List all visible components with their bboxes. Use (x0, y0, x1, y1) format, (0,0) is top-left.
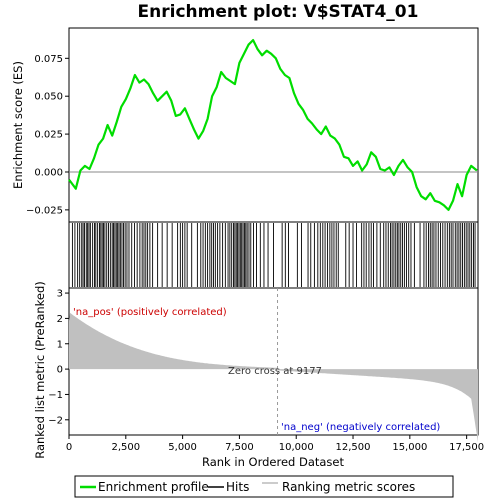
metric-y-tick-label: −2 (48, 415, 63, 426)
x-tick-label: 12,500 (336, 442, 371, 453)
hit-marks (71, 223, 476, 287)
x-tick-label: 0 (66, 442, 72, 453)
x-axis: 0 2,500 5,000 7,500 10,000 12,500 15,000 17,500 (66, 435, 484, 453)
x-tick-label: 7,500 (225, 442, 254, 453)
positive-correlation-label: 'na_pos' (positively correlated) (73, 307, 227, 318)
legend: Enrichment profile Hits Ranking metric s… (74, 475, 454, 498)
enrichment-profile-line (68, 38, 478, 211)
legend-enrichment-label: Enrichment profile (98, 480, 209, 494)
metric-y-tick-label: 3 (57, 289, 63, 300)
es-y-tick-label: 0.050 (34, 92, 63, 103)
metric-y-axis-label: Ranked list metric (PreRanked) (33, 281, 47, 459)
x-tick-label: 2,500 (111, 442, 140, 453)
x-tick-label: 10,000 (279, 442, 314, 453)
legend-metric-label: Ranking metric scores (282, 480, 415, 494)
es-plot-frame (68, 27, 479, 223)
chart-title: Enrichment plot: V$STAT4_01 (138, 2, 419, 22)
metric-panel: −2 −1 0 1 2 3 'na_pos' (positively correlated… (33, 281, 479, 459)
es-y-axis: −0.025 0.000 0.025 0.050 0.075 (26, 54, 69, 216)
legend-hits-label: Hits (226, 480, 249, 494)
negative-correlation-label: 'na_neg' (negatively correlated) (281, 422, 440, 433)
x-tick-label: 17,500 (449, 442, 484, 453)
es-y-axis-label: Enrichment score (ES) (11, 61, 25, 189)
metric-y-tick-label: −1 (48, 390, 63, 401)
x-tick-label: 15,000 (392, 442, 427, 453)
es-y-tick-label: −0.025 (26, 205, 63, 216)
ranking-metric-area (69, 312, 478, 443)
es-y-tick-label: 0.025 (34, 130, 63, 141)
es-y-tick-label: 0.000 (34, 167, 63, 178)
x-tick-label: 5,000 (168, 442, 197, 453)
metric-y-axis: −2 −1 0 1 2 3 (48, 289, 69, 426)
zero-cross-label: Zero cross at 9177 (228, 366, 322, 377)
metric-y-tick-label: 2 (57, 314, 63, 325)
metric-y-tick-label: 0 (57, 365, 63, 376)
x-axis-label: Rank in Ordered Dataset (202, 455, 345, 469)
legend-box (74, 475, 454, 498)
es-panel: −0.025 0.000 0.025 0.050 0.075 Enrichment sc… (11, 27, 479, 223)
es-y-tick-label: 0.075 (34, 54, 63, 65)
hits-panel (68, 221, 479, 289)
metric-y-tick-label: 1 (57, 339, 63, 350)
